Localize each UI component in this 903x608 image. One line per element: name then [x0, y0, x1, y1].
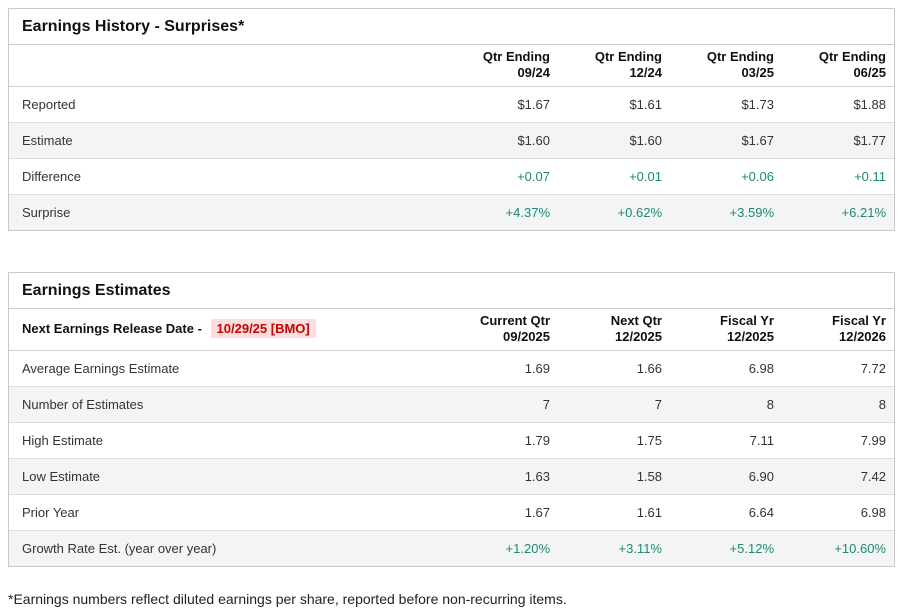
cell-value: +5.12%: [670, 530, 782, 566]
row-label: Number of Estimates: [9, 386, 446, 423]
table-row-prior-year: Prior Year 1.67 1.61 6.64 6.98: [9, 494, 894, 531]
row-label: Growth Rate Est. (year over year): [9, 530, 446, 566]
column-header-line2: 12/24: [629, 65, 662, 80]
column-header-line1: Qtr Ending: [818, 49, 886, 64]
next-earnings-release-cell: Next Earnings Release Date - 10/29/25 [B…: [9, 309, 446, 351]
cell-value: 1.58: [558, 458, 670, 495]
table-row-estimate: Estimate $1.60 $1.60 $1.67 $1.77: [9, 122, 894, 159]
table-row-low-estimate: Low Estimate 1.63 1.58 6.90 7.42: [9, 458, 894, 495]
row-label: Difference: [9, 158, 446, 195]
next-earnings-release-date-badge: 10/29/25 [BMO]: [210, 319, 316, 338]
cell-value: 1.79: [446, 422, 558, 459]
cell-value: 8: [670, 386, 782, 423]
column-header-line1: Next Qtr: [610, 313, 662, 328]
column-header-line2: 12/2026: [839, 329, 886, 344]
cell-value: 7.99: [782, 422, 894, 459]
cell-value: 1.61: [558, 494, 670, 531]
cell-value: 6.98: [782, 494, 894, 531]
earnings-history-table: Qtr Ending 09/24 Qtr Ending 12/24 Qtr En…: [9, 45, 894, 230]
next-earnings-release-label: Next Earnings Release Date -: [22, 321, 206, 336]
cell-value: 7: [446, 386, 558, 423]
cell-value: +3.59%: [670, 194, 782, 230]
table-row-growth-rate-est: Growth Rate Est. (year over year) +1.20%…: [9, 530, 894, 566]
cell-value: $1.67: [670, 122, 782, 159]
column-header-line1: Qtr Ending: [482, 49, 550, 64]
cell-value: $1.67: [517, 97, 550, 112]
column-header: Qtr Ending 03/25: [670, 45, 782, 87]
column-header-line1: Fiscal Yr: [720, 313, 774, 328]
cell-value: +0.06: [670, 158, 782, 195]
table-row-difference: Difference +0.07 +0.01 +0.06 +0.11: [9, 158, 894, 195]
cell-value: +0.62%: [558, 194, 670, 230]
cell-value: 6.90: [670, 458, 782, 495]
earnings-estimates-panel: Earnings Estimates Next Earnings Release…: [8, 272, 895, 567]
cell-value: +4.37%: [446, 194, 558, 230]
cell-value: 1.69: [524, 361, 550, 376]
column-header: Next Qtr 12/2025: [558, 309, 670, 351]
table-row-surprise: Surprise +4.37% +0.62% +3.59% +6.21%: [9, 194, 894, 230]
cell-value: +6.21%: [782, 194, 894, 230]
cell-value: 1.66: [636, 361, 662, 376]
cell-value: +0.07: [446, 158, 558, 195]
row-label: Low Estimate: [9, 458, 446, 495]
table-row-average-earnings-estimate: Average Earnings Estimate 1.69 1.66 6.98…: [9, 351, 894, 387]
cell-value: $1.61: [629, 97, 662, 112]
cell-value: 7.11: [670, 422, 782, 459]
row-label: Average Earnings Estimate: [22, 361, 180, 376]
column-header-line2: 09/2025: [503, 329, 550, 344]
earnings-estimates-table: Next Earnings Release Date - 10/29/25 [B…: [9, 309, 894, 566]
earnings-history-title: Earnings History - Surprises*: [9, 9, 894, 45]
column-header-line2: 03/25: [741, 65, 774, 80]
cell-value: 1.63: [446, 458, 558, 495]
cell-value: $1.77: [782, 122, 894, 159]
column-header-line1: Qtr Ending: [594, 49, 662, 64]
table-row-number-of-estimates: Number of Estimates 7 7 8 8: [9, 386, 894, 423]
history-header-empty: [9, 45, 446, 87]
row-label: Estimate: [9, 122, 446, 159]
column-header-line2: 12/2025: [727, 329, 774, 344]
cell-value: 1.67: [446, 494, 558, 531]
cell-value: 6.98: [748, 361, 774, 376]
cell-value: +0.01: [558, 158, 670, 195]
column-header: Current Qtr 09/2025: [446, 309, 558, 351]
row-label: High Estimate: [9, 422, 446, 459]
column-header: Fiscal Yr 12/2026: [782, 309, 894, 351]
cell-value: +10.60%: [782, 530, 894, 566]
history-header-row: Qtr Ending 09/24 Qtr Ending 12/24 Qtr En…: [9, 45, 894, 87]
cell-value: 7: [558, 386, 670, 423]
column-header-line2: 06/25: [853, 65, 886, 80]
column-header: Qtr Ending 09/24: [446, 45, 558, 87]
column-header-line2: 09/24: [517, 65, 550, 80]
cell-value: +1.20%: [446, 530, 558, 566]
cell-value: $1.60: [446, 122, 558, 159]
earnings-estimates-title: Earnings Estimates: [9, 273, 894, 309]
column-header-line2: 12/2025: [615, 329, 662, 344]
table-row-high-estimate: High Estimate 1.79 1.75 7.11 7.99: [9, 422, 894, 459]
cell-value: 6.64: [670, 494, 782, 531]
row-label: Reported: [22, 97, 76, 112]
cell-value: 8: [782, 386, 894, 423]
estimates-header-row: Next Earnings Release Date - 10/29/25 [B…: [9, 309, 894, 351]
column-header: Qtr Ending 06/25: [782, 45, 894, 87]
cell-value: +0.11: [782, 158, 894, 195]
column-header: Fiscal Yr 12/2025: [670, 309, 782, 351]
earnings-history-panel: Earnings History - Surprises* Qtr Ending…: [8, 8, 895, 231]
cell-value: $1.60: [558, 122, 670, 159]
cell-value: 7.42: [782, 458, 894, 495]
cell-value: 7.72: [860, 361, 886, 376]
column-header-line1: Qtr Ending: [706, 49, 774, 64]
footnote: *Earnings numbers reflect diluted earnin…: [8, 591, 567, 607]
column-header: Qtr Ending 12/24: [558, 45, 670, 87]
row-label: Prior Year: [9, 494, 446, 531]
column-header-line1: Current Qtr: [479, 313, 550, 328]
cell-value: $1.73: [741, 97, 774, 112]
cell-value: +3.11%: [558, 530, 670, 566]
row-label: Surprise: [9, 194, 446, 230]
cell-value: 1.75: [558, 422, 670, 459]
cell-value: $1.88: [853, 97, 886, 112]
table-row-reported: Reported $1.67 $1.61 $1.73 $1.88: [9, 87, 894, 123]
column-header-line1: Fiscal Yr: [832, 313, 886, 328]
